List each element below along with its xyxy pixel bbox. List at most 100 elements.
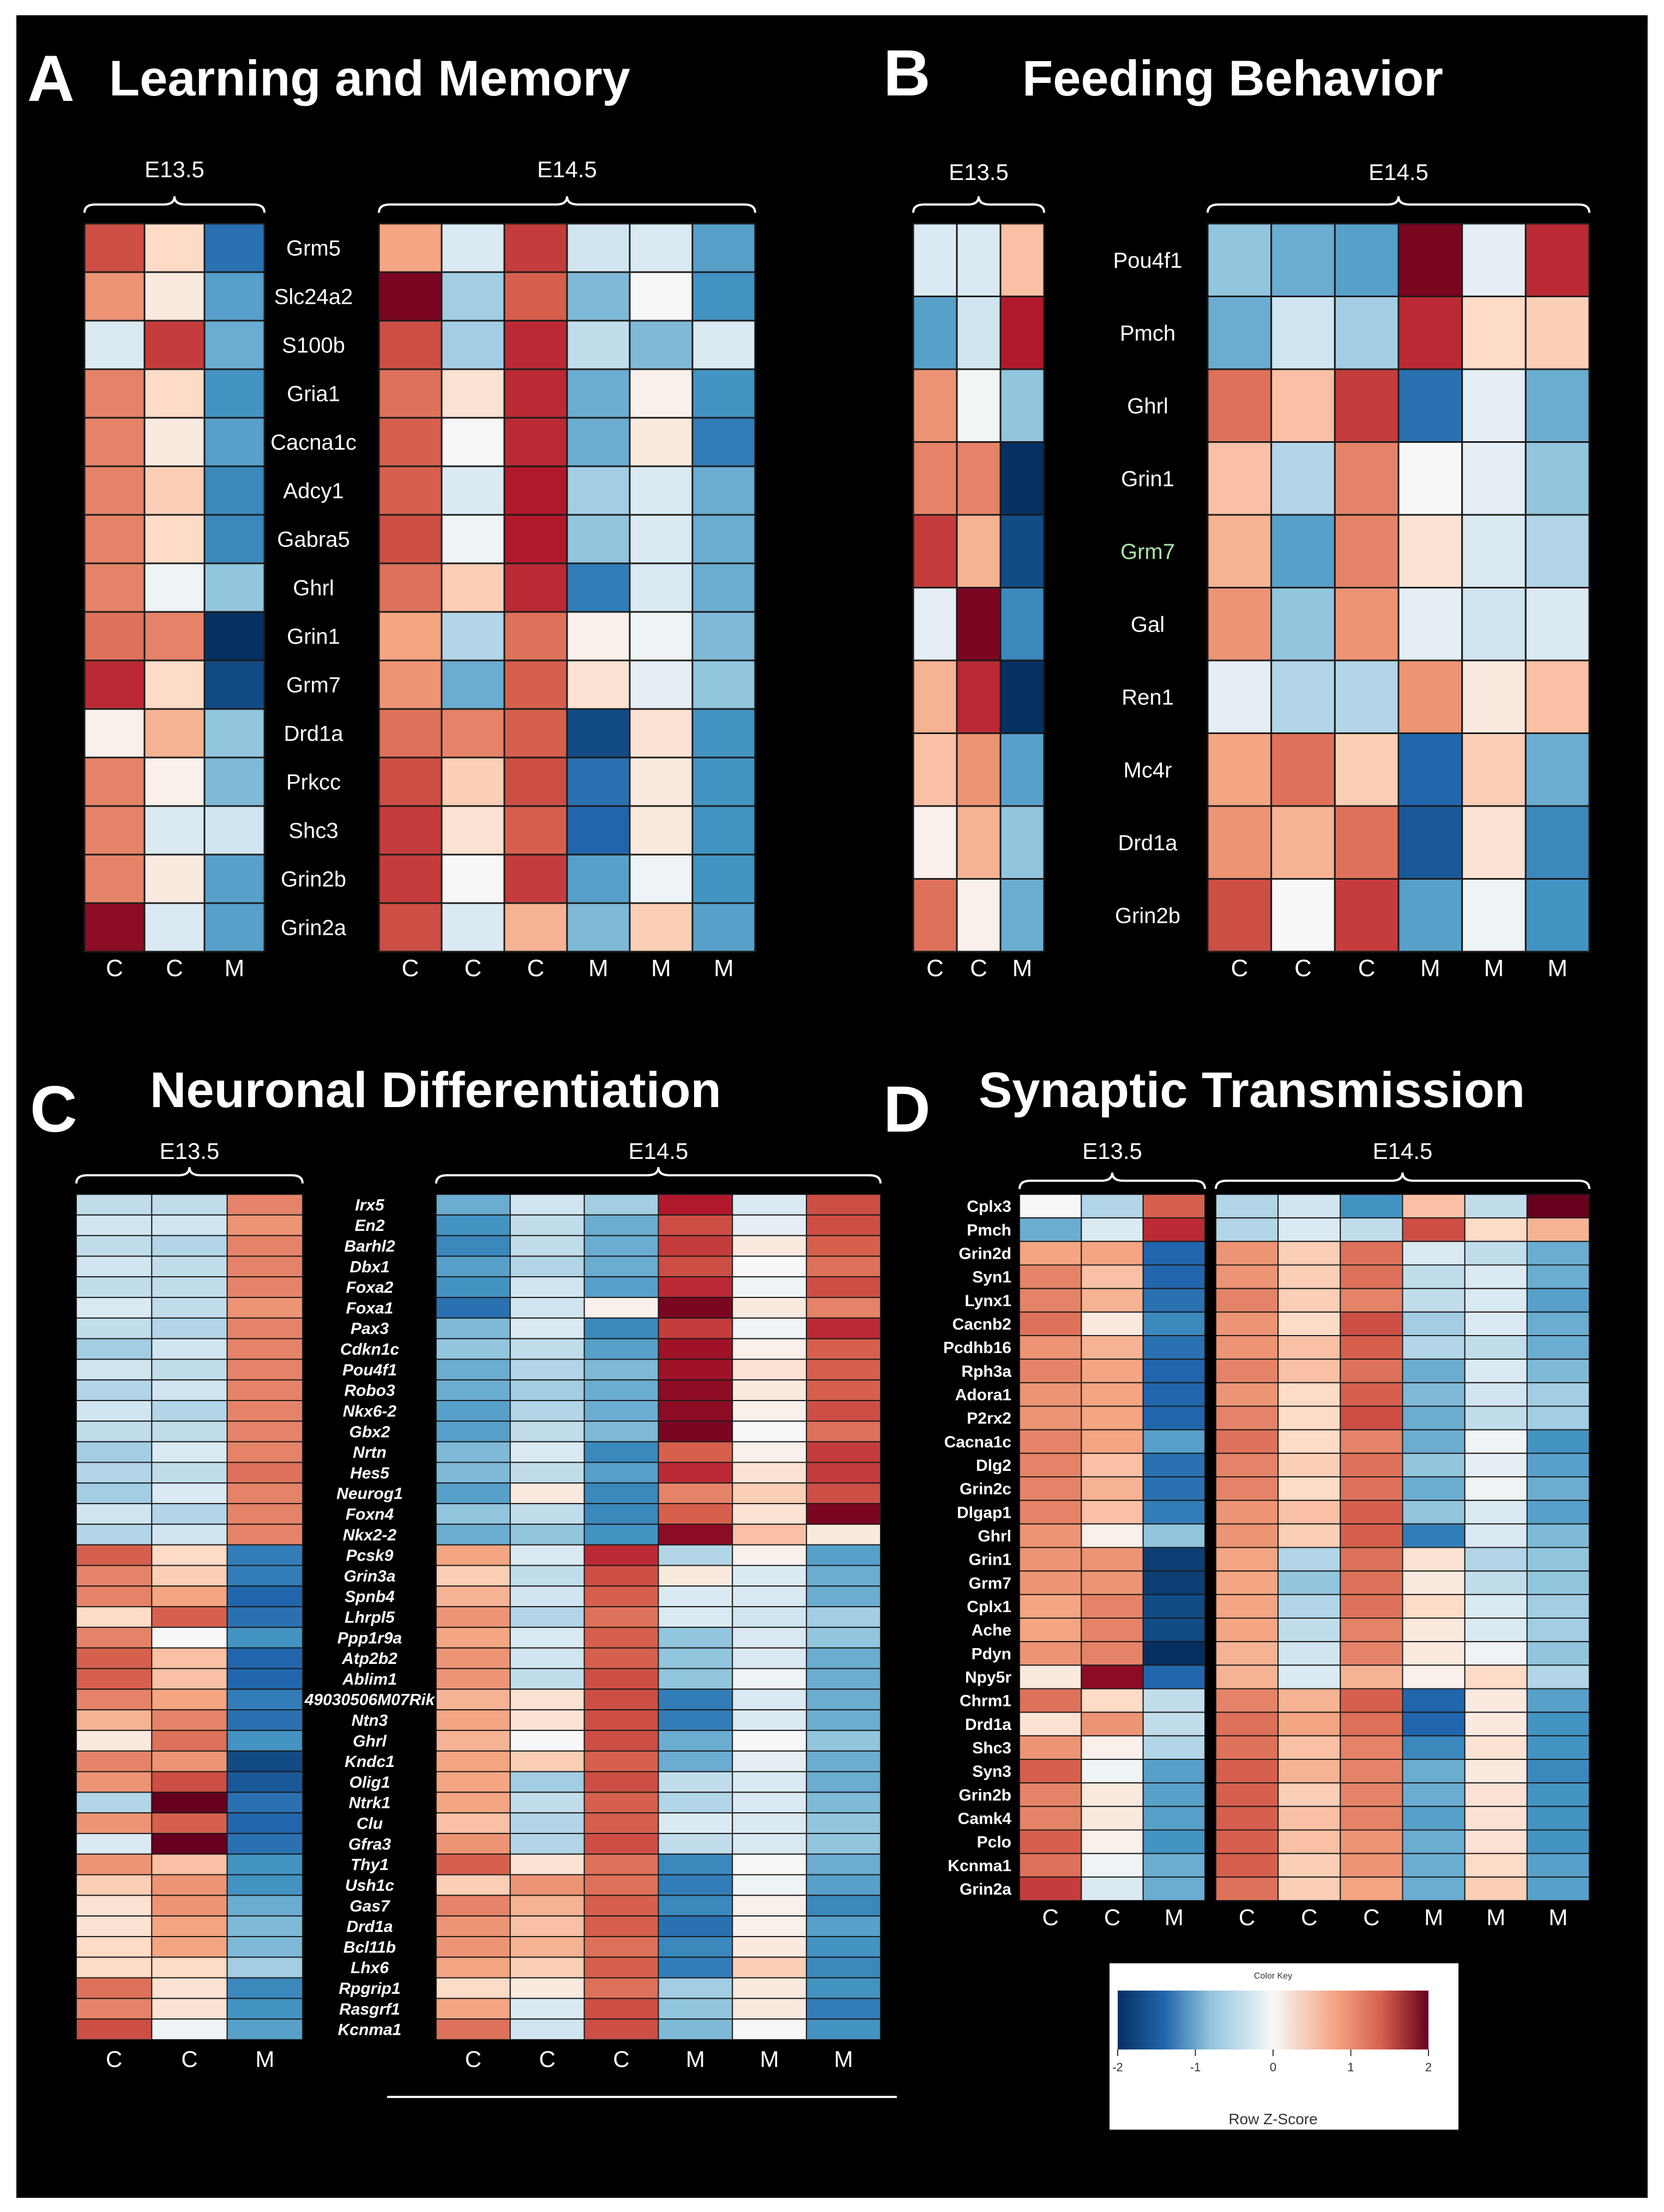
heatmap-cell — [436, 1956, 511, 1979]
heatmap-cell — [503, 271, 568, 322]
column-label: M — [760, 2046, 779, 2072]
heatmap-cell — [732, 1441, 807, 1463]
heatmap-cell — [1142, 1405, 1205, 1430]
heatmap-cell — [509, 1400, 585, 1422]
gene-label: Atp2b2 — [341, 1650, 397, 1668]
heatmap-cell — [226, 1936, 304, 1958]
heatmap-cell — [658, 1853, 733, 1876]
heatmap-cell — [441, 708, 505, 759]
heatmap-cell — [378, 465, 443, 516]
heatmap-cell — [76, 1235, 153, 1257]
heatmap-cell — [629, 417, 694, 467]
heatmap-cell — [956, 441, 1002, 516]
gene-label: P2rx2 — [967, 1410, 1011, 1428]
column-label: M — [1420, 955, 1440, 982]
heatmap-cell — [1215, 1335, 1279, 1360]
heatmap-cell — [226, 1832, 304, 1855]
panel-d-letter: D — [883, 1073, 931, 1146]
heatmap-cell — [1277, 1547, 1341, 1572]
heatmap-cell — [1526, 1476, 1590, 1501]
heatmap-cell — [732, 1359, 807, 1381]
heatmap-cell — [441, 562, 505, 613]
heatmap-cell — [1142, 1618, 1205, 1643]
heatmap-cell — [1524, 514, 1590, 588]
heatmap-cell — [1524, 223, 1590, 297]
heatmap-cell — [509, 1276, 585, 1299]
heatmap-cell — [732, 1668, 807, 1690]
heatmap-cell — [583, 1832, 659, 1855]
gene-label: Barhl2 — [344, 1237, 395, 1255]
heatmap-cell — [999, 587, 1045, 662]
heatmap-cell — [1464, 1500, 1528, 1525]
heatmap-cell — [151, 1565, 228, 1587]
gene-label: Grin3a — [343, 1567, 395, 1585]
heatmap-cell — [1081, 1382, 1144, 1407]
heatmap-cell — [441, 320, 505, 370]
heatmap-cell — [1461, 659, 1527, 734]
heatmap-cell — [658, 1792, 733, 1814]
heatmap-cell — [566, 805, 631, 856]
gene-label: Ntn3 — [352, 1712, 388, 1730]
heatmap-cell — [658, 1812, 733, 1834]
heatmap-cell — [503, 223, 568, 273]
heatmap-cell — [583, 1544, 659, 1566]
heatmap-cell — [1334, 441, 1400, 516]
heatmap-cell — [583, 1482, 659, 1505]
heatmap-cell — [151, 1297, 228, 1319]
heatmap-cell — [1019, 1711, 1082, 1736]
heatmap-cell — [1464, 1523, 1528, 1548]
heatmap-cell — [1207, 732, 1273, 807]
gene-label: Cplx3 — [967, 1198, 1011, 1216]
heatmap-cell — [509, 1977, 585, 1999]
heatmap-cell — [143, 514, 206, 564]
heatmap-cell — [76, 1750, 153, 1772]
heatmap-cell — [1464, 1570, 1528, 1595]
heatmap-cell — [658, 1276, 733, 1299]
column-label: C — [166, 955, 183, 982]
heatmap-cell — [1277, 1241, 1341, 1266]
heatmap-cell — [226, 1482, 304, 1505]
heatmap-cell — [583, 1709, 659, 1731]
block-brace — [1018, 1172, 1206, 1189]
heatmap-cell — [1340, 1500, 1403, 1525]
heatmap-cell — [1461, 296, 1527, 370]
heatmap-cell — [1081, 1500, 1144, 1525]
heatmap-cell — [732, 1235, 807, 1257]
heatmap-cell — [1019, 1759, 1082, 1784]
heatmap-cell — [203, 465, 266, 516]
heatmap-cell — [1142, 1853, 1205, 1878]
heatmap-cell — [732, 1729, 807, 1752]
block-label: E13.5 — [144, 157, 204, 182]
gene-label: Gabra5 — [277, 528, 349, 552]
heatmap-cell — [1340, 1335, 1403, 1360]
heatmap-cell — [1334, 878, 1400, 953]
heatmap-cell — [143, 756, 206, 807]
heatmap-cell — [691, 805, 756, 856]
block-label: E13.5 — [1082, 1138, 1142, 1164]
heatmap-cell — [203, 320, 266, 370]
heatmap-cell — [806, 1750, 882, 1772]
heatmap-cell — [583, 1317, 659, 1339]
heatmap-cell — [509, 1729, 585, 1752]
heatmap-cell — [1526, 1664, 1590, 1690]
heatmap-cell — [1402, 1688, 1466, 1713]
heatmap-cell — [1019, 1735, 1082, 1760]
heatmap-cell — [732, 1379, 807, 1402]
heatmap-cell — [583, 1441, 659, 1463]
heatmap-cell — [1464, 1759, 1528, 1784]
heatmap-cell — [732, 1544, 807, 1566]
heatmap-cell — [583, 1998, 659, 2020]
heatmap-cell — [1340, 1476, 1403, 1501]
heatmap-cell — [436, 1235, 511, 1257]
heatmap-cell — [566, 659, 631, 710]
heatmap-cell — [566, 756, 631, 807]
heatmap-cell — [83, 320, 146, 370]
heatmap-cell — [806, 1832, 882, 1855]
heatmap-cell — [691, 611, 756, 662]
heatmap-cell — [806, 1523, 882, 1546]
heatmap-cell — [151, 1359, 228, 1381]
heatmap-cell — [1019, 1335, 1082, 1360]
heatmap-cell — [151, 1750, 228, 1772]
heatmap-cell — [151, 1771, 228, 1793]
